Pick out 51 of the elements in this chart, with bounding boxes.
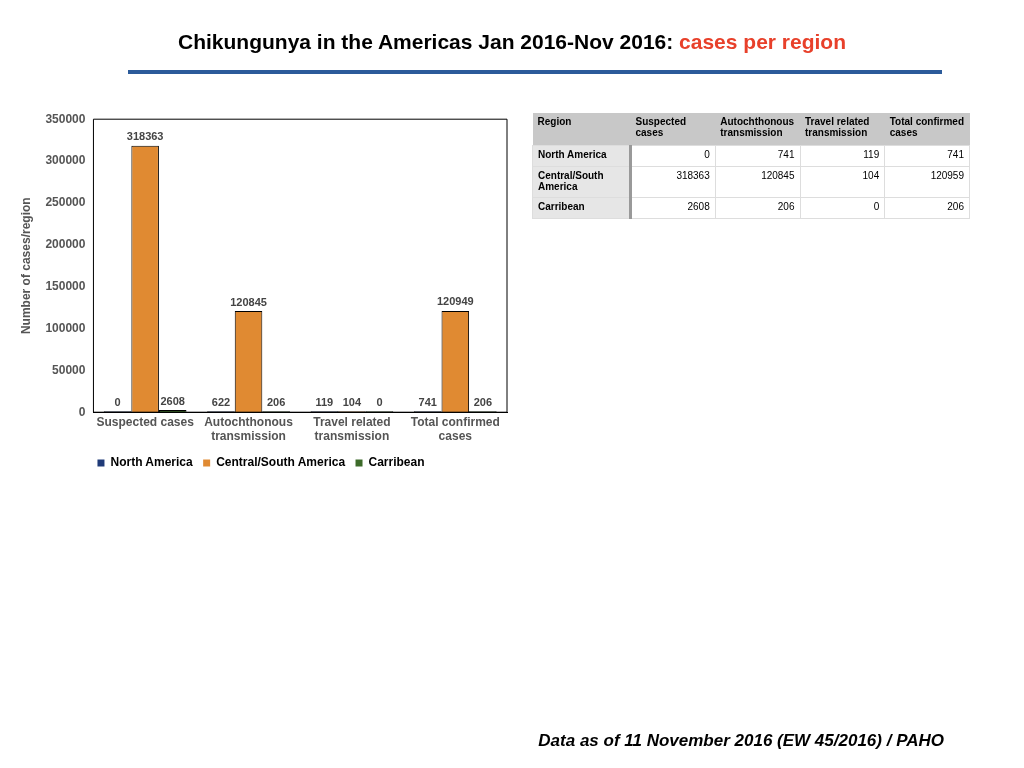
data-label: 0 <box>376 395 383 408</box>
data-label: 206 <box>473 395 493 408</box>
data-label: 622 <box>211 395 231 408</box>
x-tick-label: Travel related transmission <box>313 414 391 444</box>
data-label: 741 <box>884 145 970 167</box>
data-label: 0 <box>800 197 885 219</box>
x-tick-label: Suspected cases <box>630 113 716 146</box>
x-tick-label: Total confirmed cases <box>884 113 970 146</box>
y-tick-label: 50000 <box>52 362 86 377</box>
y-axis-title: Number of cases/region <box>18 197 33 335</box>
data-label: 318363 <box>630 166 716 198</box>
data-label: 206 <box>884 197 970 219</box>
x-tick-label: Autochthonous transmission <box>204 414 294 444</box>
x-tick-label: Total confirmed cases <box>410 414 500 444</box>
data-label: 120845 <box>230 295 267 308</box>
data-label: 119 <box>315 395 334 408</box>
y-tick-label: 250000 <box>45 195 86 210</box>
row-heading: Carribean <box>532 197 631 219</box>
data-label: 2608 <box>630 197 716 219</box>
chart-title: cases per region <box>679 30 846 53</box>
y-tick-label: 150000 <box>45 278 86 293</box>
data-label: 119 <box>800 145 885 167</box>
y-axis-title: Region <box>532 113 631 146</box>
data-label: 206 <box>715 197 800 219</box>
data-label: 104 <box>342 395 362 408</box>
row-heading: North America <box>532 145 631 167</box>
x-tick-label: Suspected cases <box>96 414 195 429</box>
legend-label: Carribean <box>368 455 425 470</box>
x-tick-label: Autochthonous transmission <box>715 113 800 146</box>
y-tick-label: 350000 <box>45 111 86 126</box>
data-label: 741 <box>418 395 437 408</box>
data-label: 120845 <box>715 166 800 198</box>
data-label: 0 <box>630 145 716 167</box>
x-tick-label: Travel related transmission <box>800 113 885 146</box>
data-label: 104 <box>800 166 885 198</box>
legend-label: Central/South America <box>216 455 346 470</box>
y-tick-label: 0 <box>78 404 86 419</box>
y-tick-label: 200000 <box>45 237 86 252</box>
data-label: 741 <box>715 145 800 167</box>
data-label: 120949 <box>436 295 474 308</box>
data-label: 120959 <box>884 166 970 198</box>
data-label: 2608 <box>160 394 185 407</box>
chart-title: Chikungunya in the Americas Jan 2016-Nov 2016: <box>178 30 675 53</box>
data-label: 0 <box>114 395 121 408</box>
legend-label: North America <box>110 455 194 470</box>
y-tick-label: 100000 <box>45 320 86 335</box>
data-label: 318363 <box>126 130 164 143</box>
row-heading: Central/South America <box>532 166 631 198</box>
data-label: 206 <box>266 395 286 408</box>
y-tick-label: 300000 <box>45 153 86 168</box>
text: Data as of 11 November 2016 (EW 45/2016) / PAHO <box>538 731 944 751</box>
